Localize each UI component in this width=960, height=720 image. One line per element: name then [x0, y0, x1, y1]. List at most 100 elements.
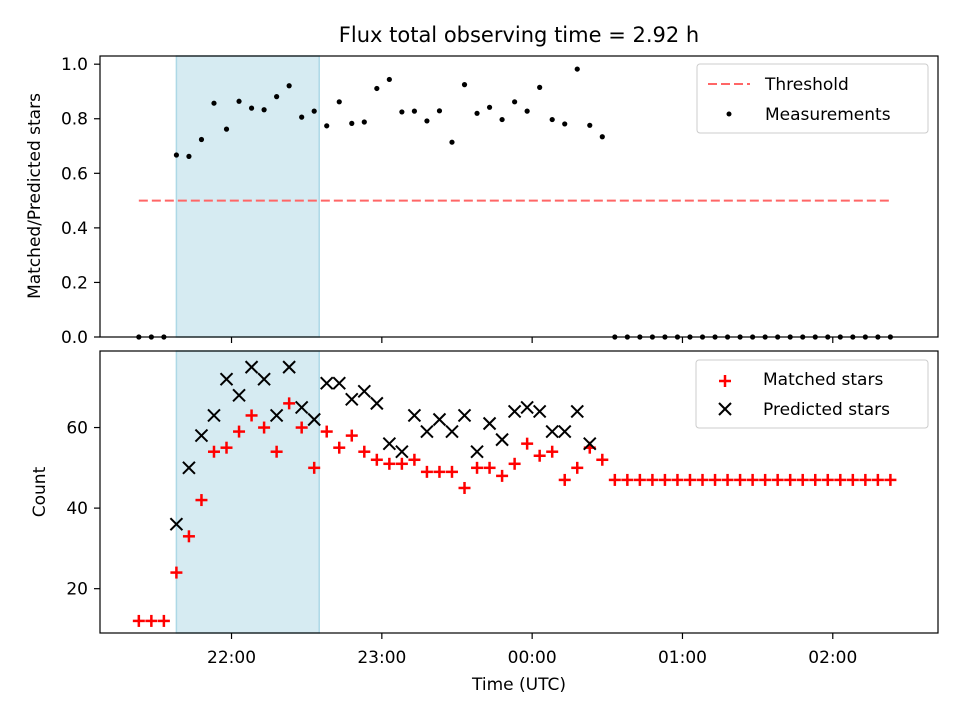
matched-star-point — [420, 465, 433, 478]
measurement-point — [211, 100, 217, 106]
top-ytick-label: 0.0 — [61, 328, 88, 348]
matched-star-point — [734, 473, 747, 486]
predicted-star-point — [370, 396, 384, 411]
bottom-ytick-label: 60 — [66, 419, 88, 439]
matched-star-point — [258, 421, 271, 434]
matched-star-point — [658, 473, 671, 486]
measurement-point — [562, 121, 568, 127]
measurement-point — [574, 66, 580, 72]
matched-star-point — [295, 421, 308, 434]
predicted-star-point — [382, 436, 397, 451]
matched-star-point — [245, 409, 258, 422]
matched-star-point — [671, 473, 684, 486]
predicted-star-point — [182, 461, 196, 475]
matched-star-point — [333, 441, 346, 454]
matched-star-point — [358, 445, 371, 458]
predicted-star-point — [257, 372, 271, 386]
matched-star-point — [170, 566, 183, 579]
measurement-point — [324, 123, 330, 129]
top-ytick-label: 0.2 — [61, 273, 88, 293]
matched-star-point — [696, 473, 709, 486]
measurement-point — [486, 104, 493, 110]
matched-star-point — [496, 469, 509, 482]
top-plot-frame — [99, 55, 939, 338]
matched-star-point — [759, 473, 772, 486]
bottom-plot: 20 40 60 22:00 23:00 00:00 01:00 02:00 Count M… — [30, 350, 939, 695]
matched-star-point — [207, 445, 220, 458]
predicted-star-point — [345, 392, 359, 407]
matched-star-point — [270, 445, 283, 458]
predicted-star-point — [520, 400, 534, 415]
matched-star-point — [471, 461, 484, 474]
matched-star-point — [521, 437, 534, 450]
matched-star-point — [683, 473, 696, 486]
matched-star-point — [771, 473, 784, 486]
predicted-star-point — [244, 360, 259, 374]
predicted-star-point — [332, 376, 346, 390]
measurement-point — [386, 76, 392, 83]
predicted-star-point — [282, 360, 296, 374]
matched-star-point — [182, 530, 195, 543]
matched-star-point — [571, 461, 584, 474]
measurement-point — [198, 136, 205, 143]
predicted-star-point — [269, 408, 284, 423]
matched-star-point — [145, 614, 158, 627]
matched-star-point — [796, 473, 809, 486]
xtick-label: 00:00 — [508, 648, 557, 668]
matched-star-point — [395, 457, 408, 470]
matched-star-point — [859, 473, 872, 486]
predicted-star-point — [207, 408, 221, 423]
predicted-star-point — [445, 424, 459, 439]
legend-measurements-label: Measurements — [765, 105, 891, 125]
matched-star-point — [345, 429, 358, 442]
matched-star-point — [621, 473, 634, 486]
predicted-star-point — [482, 416, 497, 431]
legend-matched-marker — [719, 375, 731, 387]
predicted-star-point — [320, 376, 334, 390]
predicted-star-point — [169, 517, 184, 531]
x-axis-label: Time (UTC) — [471, 675, 566, 695]
matched-star-point — [383, 457, 396, 470]
top-ytick-label: 0.8 — [61, 110, 88, 130]
measurement-point — [411, 108, 418, 114]
matched-star-point — [157, 614, 170, 627]
predicted-star-point — [532, 404, 547, 419]
measurement-point — [274, 94, 280, 100]
bottom-observing-window — [175, 350, 320, 634]
matched-star-point — [508, 457, 521, 470]
bottom-y-axis-label: Count — [30, 466, 50, 517]
measurement-point — [474, 110, 480, 116]
measurement-point — [186, 153, 192, 159]
measurement-point — [599, 134, 605, 140]
matched-star-point — [408, 453, 421, 466]
matched-star-point — [633, 473, 646, 486]
predicted-star-point — [420, 424, 434, 439]
predicted-star-point — [194, 428, 209, 443]
measurement-point — [436, 108, 443, 114]
top-y-axis-label: Matched/Predicted stars — [25, 93, 45, 299]
matched-star-point — [546, 445, 559, 458]
predicted-star-point — [558, 424, 572, 439]
measurement-point — [261, 107, 267, 113]
matched-star-point — [709, 473, 722, 486]
xtick-label: 23:00 — [357, 648, 406, 668]
matched-star-point — [746, 473, 759, 486]
predicted-star-point — [570, 404, 584, 419]
legend-predicted-label: Predicted stars — [763, 400, 890, 420]
predicted-star-point — [395, 445, 409, 459]
measurement-point — [424, 118, 430, 124]
bottom-ytick-label: 40 — [66, 499, 88, 519]
xtick-label: 22:00 — [207, 648, 256, 668]
matched-star-point — [320, 425, 333, 438]
predicted-star-point — [407, 408, 422, 423]
measurement-point — [461, 82, 468, 88]
measurement-point — [311, 108, 317, 114]
measurement-point — [236, 98, 242, 104]
top-ytick-label: 0.4 — [61, 219, 88, 239]
top-legend: Threshold Measurements — [696, 63, 929, 134]
predicted-star-point — [232, 388, 246, 403]
matched-star-point — [533, 449, 546, 462]
top-observing-window — [175, 55, 320, 338]
legend-measurements-marker — [726, 111, 732, 117]
